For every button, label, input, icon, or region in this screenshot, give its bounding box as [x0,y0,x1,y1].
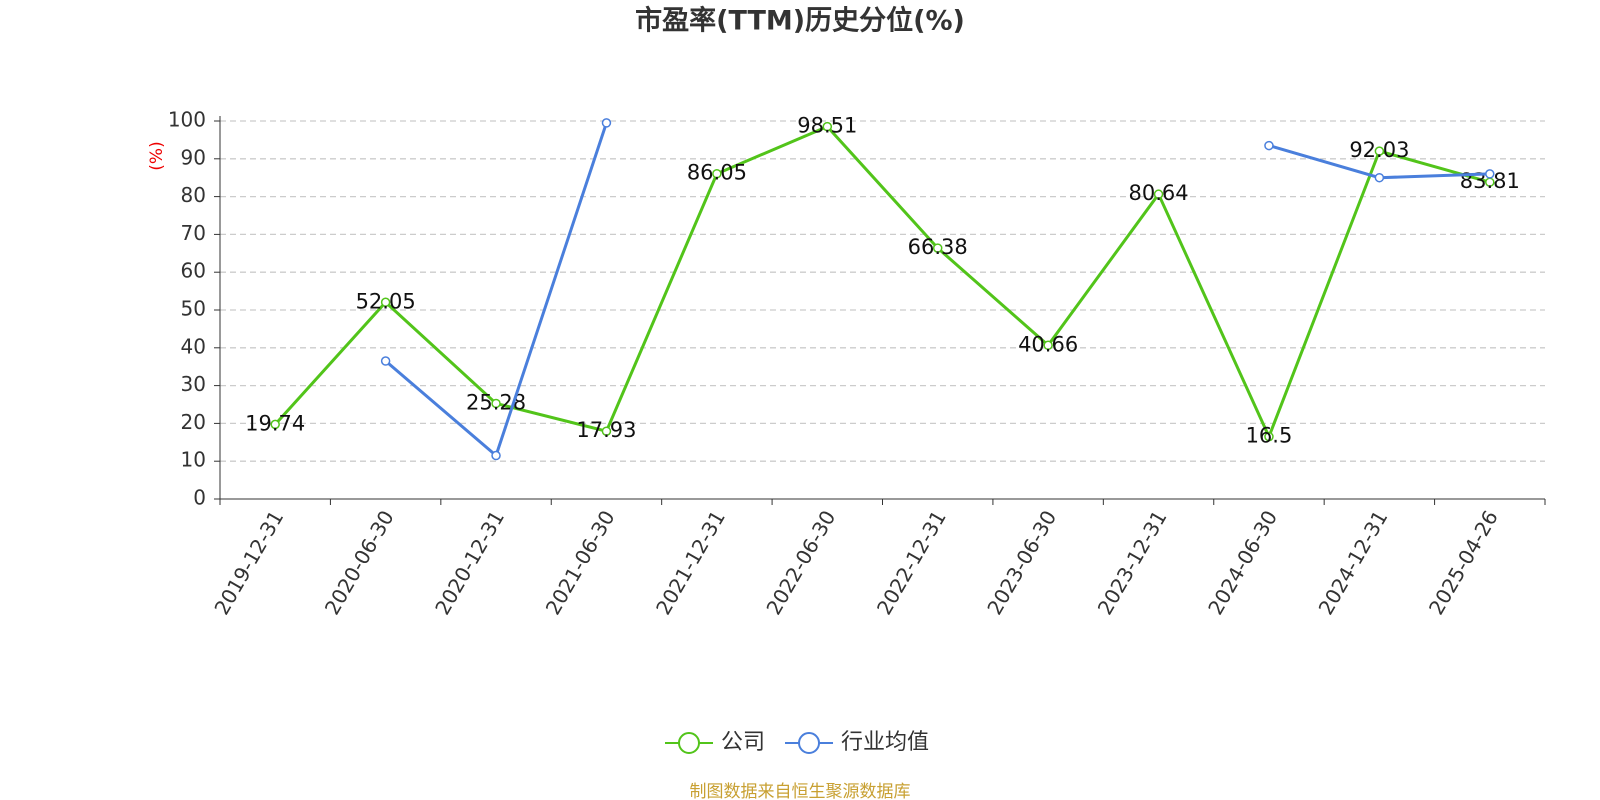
x-tick-label: 2020-12-31 [430,506,509,619]
data-point [601,118,612,128]
x-tick-label: 2019-12-31 [209,506,288,619]
legend-label: 公司 [721,730,765,755]
y-tick-label: 20 [181,410,206,434]
y-tick-label: 80 [181,183,206,207]
x-tick-label: 2022-12-31 [872,506,951,619]
x-tick-label: 2024-12-31 [1314,506,1393,619]
data-point [380,356,391,366]
data-point [822,121,833,132]
data-label: 98.51 [797,114,857,138]
data-point [491,450,501,461]
legend-marker [798,732,821,754]
series-line [274,124,1491,441]
data-label: 40.66 [1018,332,1078,356]
data-label: 16.5 [1246,424,1293,448]
x-tick-label: 2023-12-31 [1093,506,1172,619]
y-tick-label: 60 [181,259,206,283]
data-point [380,297,391,308]
data-point [712,168,722,179]
y-tick-label: 70 [181,221,206,245]
source-note: 制图数据来自恒生聚源数据库 [690,782,911,800]
y-tick-label: 100 [168,108,206,132]
data-label: 80.64 [1128,181,1188,205]
data-point [270,419,280,430]
data-point [601,426,612,436]
x-tick-label: 2021-06-30 [541,506,620,619]
x-tick-label: 2022-06-30 [761,506,840,619]
legend-label: 行业均值 [841,730,929,755]
x-tick-label: 2021-12-31 [651,506,730,619]
y-tick-label: 0 [193,486,206,510]
y-tick-label: 90 [181,145,206,169]
legend-marker [678,732,700,754]
data-label: 66.38 [908,235,968,259]
data-point [1374,146,1385,156]
data-label: 92.03 [1349,138,1409,162]
x-tick-label: 2023-06-30 [982,506,1061,619]
y-tick-label: 40 [181,334,206,358]
data-point [1153,189,1164,199]
y-tick-label: 30 [181,372,206,396]
y-tick-label: 10 [181,448,206,472]
x-tick-label: 2020-06-30 [320,506,399,619]
data-point [1374,172,1385,183]
series-line [384,122,1490,459]
y-tick-label: 50 [181,297,206,321]
data-point [491,398,501,409]
y-axis-label: (%) [147,141,167,170]
x-tick-label: 2025-04-26 [1424,506,1503,619]
data-label: 19.74 [245,411,305,435]
x-tick-label: 2024-06-30 [1203,506,1282,619]
data-point [1264,431,1274,442]
data-point [1264,140,1274,151]
data-point [932,243,943,253]
data-label: 86.05 [687,161,747,185]
data-point [1043,340,1053,351]
data-label: 17.93 [576,418,636,442]
chart-title: 市盈率(TTM)历史分位(%) [635,5,965,37]
data-label: 52.05 [356,289,416,313]
data-point [1485,169,1495,179]
